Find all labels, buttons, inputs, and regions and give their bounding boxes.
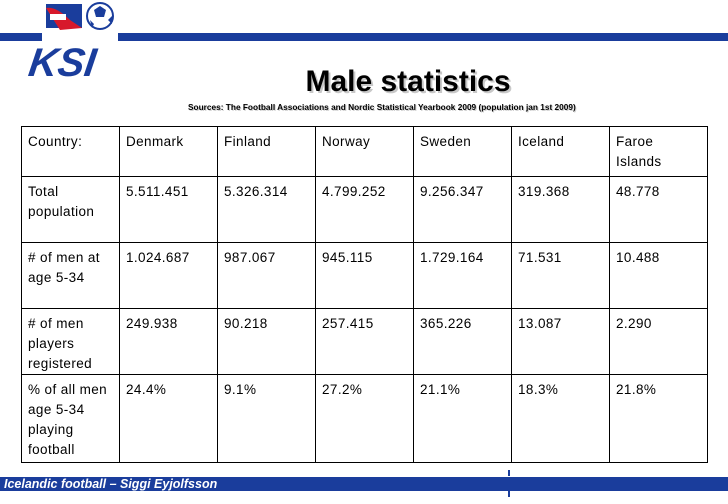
table-cell: 24.4% [119, 374, 218, 463]
divider-tick [508, 470, 510, 476]
table-cell: 987.067 [217, 242, 316, 309]
table-cell: 365.226 [413, 308, 512, 375]
footer-bar [0, 477, 728, 491]
header-cell: Denmark [119, 126, 218, 177]
header-cell: Norway [315, 126, 414, 177]
table-cell: 249.938 [119, 308, 218, 375]
table-cell: 1.024.687 [119, 242, 218, 309]
header-cell: Sweden [413, 126, 512, 177]
header-cell: Country: [21, 126, 120, 177]
table-cell: 10.488 [609, 242, 708, 309]
table-cell: 9.256.347 [413, 176, 512, 243]
table-row: % of all men age 5-34 playing football 2… [21, 374, 708, 463]
top-accent-rule [0, 33, 728, 41]
table-row: # of men at age 5-34 1.024.687 987.067 9… [21, 242, 708, 309]
table-cell: 2.290 [609, 308, 708, 375]
table-row: Total population 5.511.451 5.326.314 4.7… [21, 176, 708, 243]
table-cell: 1.729.164 [413, 242, 512, 309]
table-cell: 21.1% [413, 374, 512, 463]
table-cell: 257.415 [315, 308, 414, 375]
footer-text: Icelandic football – Siggi Eyjolfsson [4, 477, 218, 491]
logo-text: KSI [26, 40, 100, 82]
table-cell: 48.778 [609, 176, 708, 243]
sources-subtitle: Sources: The Football Associations and N… [188, 102, 576, 112]
table-cell: 27.2% [315, 374, 414, 463]
header-cell: Faroe Islands [609, 126, 708, 177]
table-cell: 945.115 [315, 242, 414, 309]
table-cell: 5.326.314 [217, 176, 316, 243]
ksi-logo: KSI [26, 2, 118, 82]
table-cell: 5.511.451 [119, 176, 218, 243]
table-cell: 21.8% [609, 374, 708, 463]
row-label-cell: # of men players registered [21, 308, 120, 375]
table-cell: 13.087 [511, 308, 610, 375]
table-cell: 18.3% [511, 374, 610, 463]
row-label-cell: Total population [21, 176, 120, 243]
table-cell: 319.368 [511, 176, 610, 243]
divider-tick [508, 491, 510, 497]
header-cell: Iceland [511, 126, 610, 177]
table-cell: 9.1% [217, 374, 316, 463]
table-cell: 4.799.252 [315, 176, 414, 243]
header-cell: Finland [217, 126, 316, 177]
statistics-table: Country: Denmark Finland Norway Sweden I… [21, 126, 708, 463]
row-label-cell: % of all men age 5-34 playing football [21, 374, 120, 463]
table-row: # of men players registered 249.938 90.2… [21, 308, 708, 375]
row-label-cell: # of men at age 5-34 [21, 242, 120, 309]
table-header-row: Country: Denmark Finland Norway Sweden I… [21, 126, 708, 177]
table-cell: 90.218 [217, 308, 316, 375]
page-title: Male statistics [305, 65, 511, 98]
table-cell: 71.531 [511, 242, 610, 309]
